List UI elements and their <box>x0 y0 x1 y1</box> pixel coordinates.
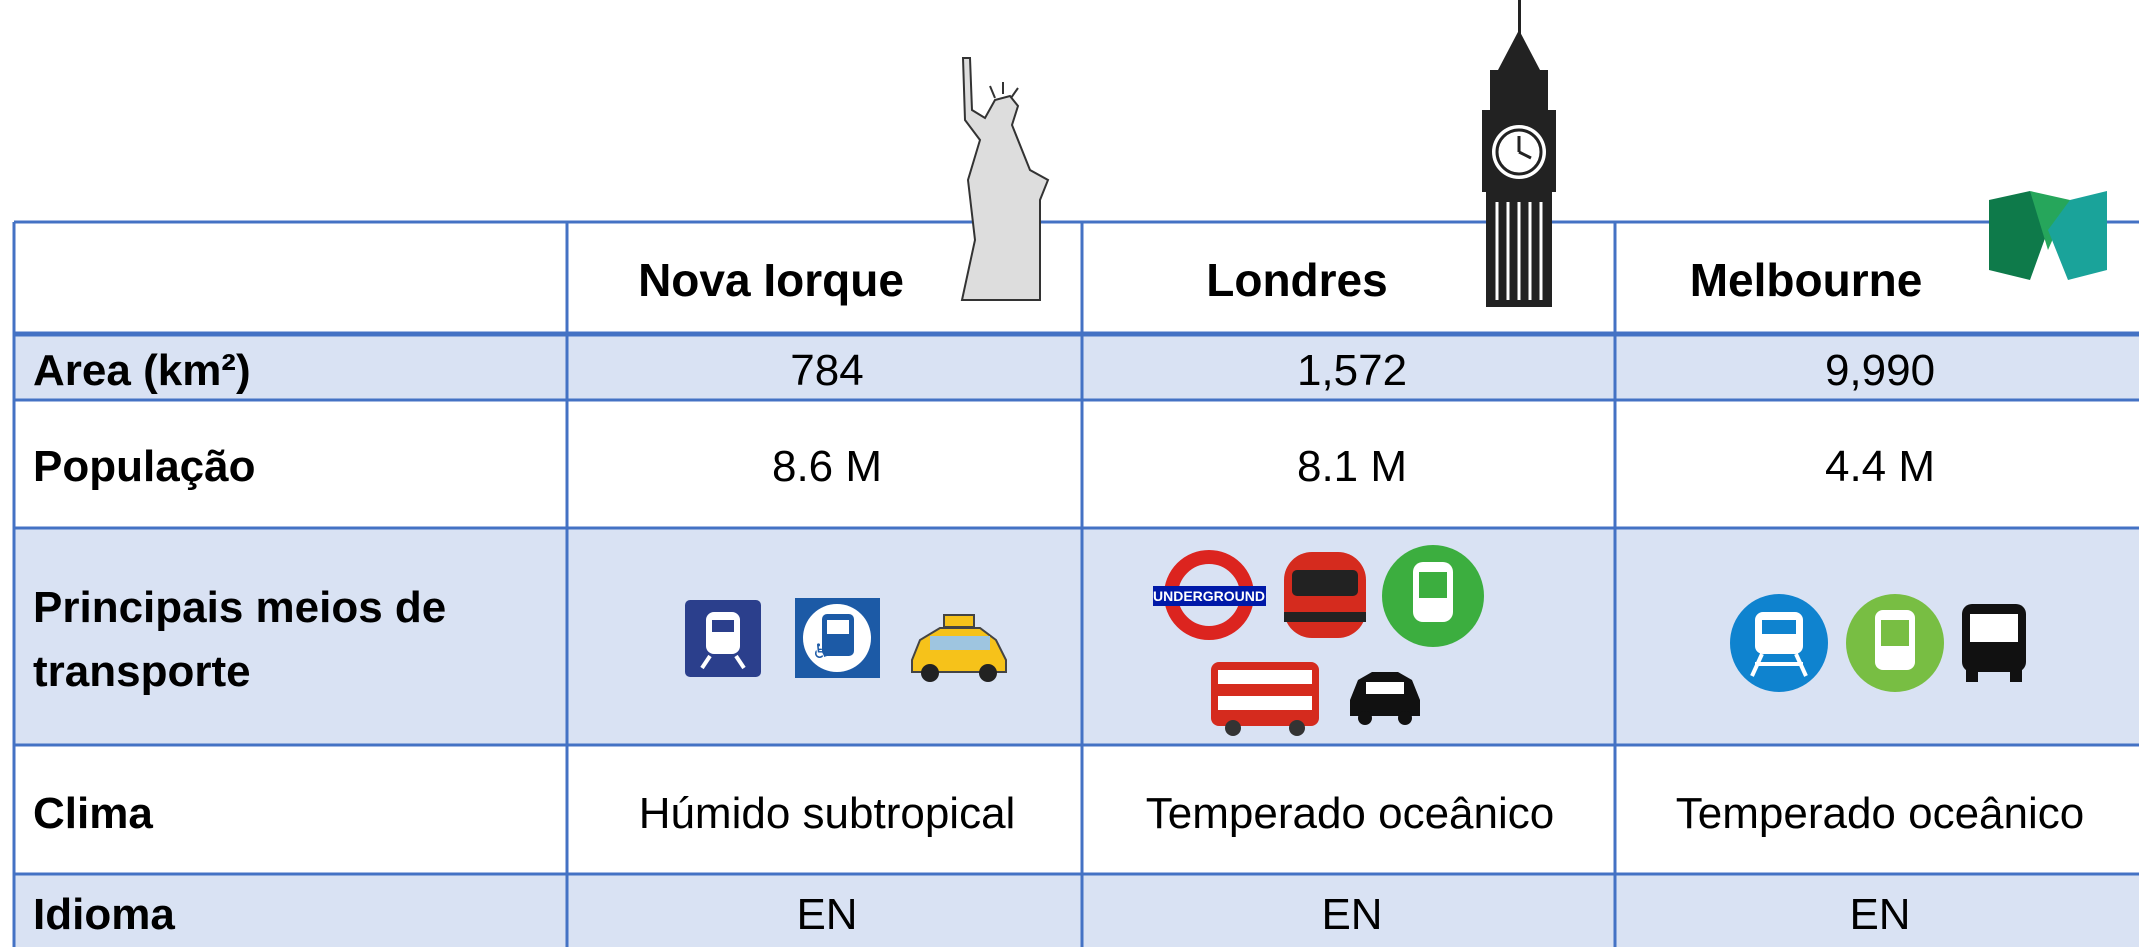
double-decker-icon <box>1211 662 1319 736</box>
grid <box>12 220 2139 947</box>
row-bg <box>14 874 2139 947</box>
column-header: Melbourne <box>1690 254 1923 306</box>
cell: 8.1 M <box>1297 442 1407 491</box>
taxi-icon <box>911 614 1007 682</box>
cell: Temperado oceânico <box>1146 789 1554 838</box>
underground-roundel: UNDERGROUND <box>1153 550 1266 640</box>
cell: EN <box>1849 890 1910 939</box>
cell: Húmido subtropical <box>639 789 1016 838</box>
column-header: Nova Iorque <box>638 254 904 306</box>
tram-icon <box>1382 545 1484 647</box>
tube-train-icon <box>1284 552 1366 638</box>
row-bg <box>14 334 2139 400</box>
cell: 4.4 M <box>1825 442 1935 491</box>
subway-icon <box>685 600 761 677</box>
row-label: Idioma <box>33 890 175 939</box>
row-label: transporte <box>33 647 251 696</box>
roundel-text: UNDERGROUND <box>1153 588 1265 604</box>
cell: 1,572 <box>1297 346 1407 395</box>
row-label: População <box>33 442 256 491</box>
cell: Temperado oceânico <box>1676 789 2084 838</box>
statue-of-liberty-icon <box>960 57 1050 301</box>
cell: 784 <box>790 346 863 395</box>
row-label: Principais meios de <box>33 583 446 632</box>
train-icon <box>1730 594 1828 692</box>
tram-icon <box>1846 594 1944 692</box>
accessibility-symbol: ♿ <box>812 641 830 663</box>
cell: 8.6 M <box>772 442 882 491</box>
cell: EN <box>1321 890 1382 939</box>
black-cab-icon <box>1350 672 1420 725</box>
bus-icon <box>1962 604 2026 682</box>
bus-icon: ♿ <box>795 598 880 678</box>
big-ben-icon <box>1482 0 1556 307</box>
melbourne-logo <box>1989 191 2107 280</box>
column-header: Londres <box>1206 254 1387 306</box>
cell: 9,990 <box>1825 346 1935 395</box>
cell: EN <box>796 890 857 939</box>
row-label: Clima <box>33 789 153 838</box>
row-label: Area (km²) <box>33 346 251 395</box>
